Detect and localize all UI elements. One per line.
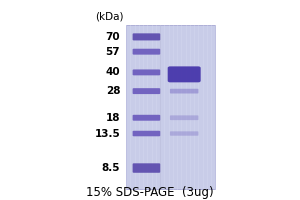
Text: 40: 40 [106, 67, 120, 77]
FancyBboxPatch shape [170, 89, 198, 93]
FancyBboxPatch shape [170, 131, 198, 136]
FancyBboxPatch shape [133, 33, 160, 40]
FancyBboxPatch shape [133, 163, 160, 173]
Text: 13.5: 13.5 [94, 129, 120, 139]
Text: 18: 18 [106, 113, 120, 123]
Text: 28: 28 [106, 86, 120, 96]
Text: 57: 57 [106, 47, 120, 57]
FancyBboxPatch shape [133, 69, 160, 75]
Text: 8.5: 8.5 [102, 163, 120, 173]
Text: 70: 70 [106, 32, 120, 42]
FancyBboxPatch shape [133, 88, 160, 94]
FancyBboxPatch shape [126, 25, 215, 189]
FancyBboxPatch shape [133, 115, 160, 121]
Text: 15% SDS-PAGE  (3ug): 15% SDS-PAGE (3ug) [86, 186, 214, 199]
FancyBboxPatch shape [168, 66, 201, 82]
Text: (kDa): (kDa) [95, 11, 123, 21]
FancyBboxPatch shape [133, 49, 160, 55]
FancyBboxPatch shape [170, 115, 198, 120]
FancyBboxPatch shape [133, 131, 160, 136]
